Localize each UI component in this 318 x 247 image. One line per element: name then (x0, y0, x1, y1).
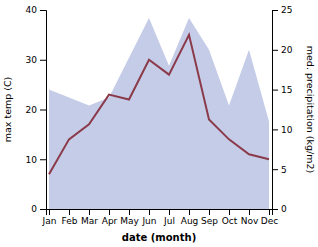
tick-label: Oct (222, 216, 238, 226)
tick-mark (272, 90, 278, 91)
tick-mark (189, 209, 190, 215)
line (49, 35, 269, 174)
axis-line (273, 11, 279, 210)
tick-mark (149, 209, 150, 215)
chart: JanFebMarAprMayJunJulAugSepOctNovDec0102… (0, 0, 318, 247)
tick-mark (40, 110, 46, 111)
tick-label: Sep (201, 216, 218, 226)
tick: 20 (26, 105, 46, 115)
tick-mark (109, 209, 110, 215)
tick-label: 25 (281, 5, 292, 15)
tick-label: Feb (62, 216, 78, 226)
tick-label: Jun (141, 216, 156, 226)
tick-label: Mar (81, 216, 98, 226)
tick-mark (229, 209, 230, 215)
tick-label: Jul (163, 216, 175, 226)
tick: Dec (261, 209, 278, 226)
tick-mark (69, 209, 70, 215)
tick-label: Apr (102, 216, 118, 226)
tick-mark (272, 169, 278, 170)
tick-label: 10 (281, 125, 293, 135)
tick-mark (40, 209, 46, 210)
tick-label: Aug (181, 216, 199, 226)
x-axis: Jan FebMar AprMayJun Jul AugSep OctNovDec (42, 209, 279, 226)
tick: Jun (141, 209, 156, 226)
tick-label: 30 (26, 55, 38, 65)
tick-label: May (120, 216, 139, 226)
tick-mark (272, 10, 278, 11)
tick-label: 10 (26, 155, 38, 165)
tick: 30 (26, 55, 46, 65)
tick-label: 15 (281, 85, 292, 95)
tick-label: 0 (31, 204, 37, 214)
tick-mark (169, 209, 170, 215)
marks (49, 18, 269, 209)
axis-line (40, 11, 47, 210)
tick: Jul (163, 209, 175, 226)
tick: 40 (26, 5, 46, 15)
tick-mark (40, 60, 46, 61)
tick-mark (40, 10, 46, 11)
y2-axis-title: med. precipitation (kg/m2) (305, 46, 316, 173)
tick-label: Dec (261, 216, 278, 226)
tick: 10 (272, 125, 293, 135)
plot: JanFebMarAprMayJunJulAugSepOctNovDec0102… (26, 5, 293, 226)
tick-mark (129, 209, 130, 215)
tick: 0 (31, 204, 46, 214)
tick-mark (89, 209, 90, 215)
tick-mark (269, 209, 270, 215)
y2-axis: 0 5 10 15 20 25 (272, 5, 293, 214)
tick-mark (249, 209, 250, 215)
y-axis-title: max temp (C) (2, 77, 13, 143)
tick: 25 (272, 5, 292, 15)
tick: Mar (81, 209, 98, 226)
area (49, 18, 269, 209)
tick: 5 (272, 165, 287, 175)
tick-mark (209, 209, 210, 215)
tick: Nov (241, 209, 259, 226)
tick: Sep (201, 209, 218, 226)
tick: Apr (102, 209, 118, 226)
tick: Jan (42, 209, 57, 226)
tick-label: 40 (26, 5, 38, 15)
tick: Feb (62, 209, 78, 226)
tick: 15 (272, 85, 292, 95)
tick-label: 5 (281, 165, 287, 175)
tick: May (120, 209, 139, 226)
tick: 20 (272, 45, 293, 55)
tick-label: 20 (26, 105, 38, 115)
tick: Oct (222, 209, 238, 226)
tick: 10 (26, 155, 46, 165)
tick-mark (272, 50, 278, 51)
tick: Aug (181, 209, 199, 226)
tick-mark (40, 159, 46, 160)
tick-mark (272, 129, 278, 130)
tick-mark (49, 209, 50, 215)
tick-mark (272, 209, 278, 210)
tick-label: 20 (281, 45, 293, 55)
x-axis-title: date (month) (122, 232, 196, 243)
tick: 0 (272, 204, 287, 214)
tick-label: 0 (281, 204, 287, 214)
tick-label: Jan (42, 216, 57, 226)
y-axis: 0 10 20 30 40 (26, 5, 47, 214)
axis-line (47, 210, 273, 216)
tick-label: Nov (241, 216, 259, 226)
